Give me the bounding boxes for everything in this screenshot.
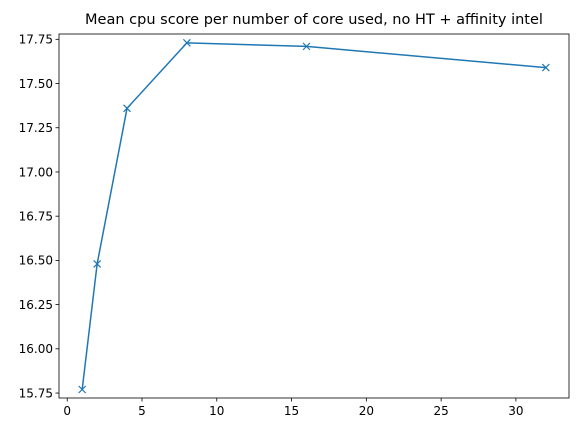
x-tick-label: 30: [508, 404, 523, 418]
data-point-marker: [93, 260, 102, 268]
data-point-marker: [182, 38, 191, 47]
chart-title: Mean cpu score per number of core used, …: [85, 12, 543, 28]
x-tick-label: 25: [433, 404, 448, 418]
data-point-marker: [302, 42, 311, 51]
y-tick-label: 17.00: [19, 165, 53, 179]
plot-area-frame: [58, 33, 570, 399]
series-line: [81, 42, 546, 390]
y-tick-label: 17.25: [19, 121, 53, 135]
x-axis: 0 5 10 15 20 25 30: [63, 398, 524, 418]
x-tick-label: 0: [63, 404, 71, 418]
y-tick-label: 16.50: [19, 254, 53, 268]
data-point-marker: [541, 63, 550, 72]
y-tick-label: 16.75: [19, 209, 53, 223]
y-axis: 15.75 16.00 16.25 16.50 16.75 17.00 17.25 17.50…: [19, 33, 59, 400]
y-tick-label: 17.75: [19, 33, 53, 47]
data-point-marker: [123, 104, 131, 113]
series-layer: [78, 38, 550, 394]
y-tick-label: 16.25: [19, 298, 53, 312]
y-tick-label: 17.50: [19, 77, 53, 91]
x-tick-label: 15: [284, 404, 299, 418]
y-tick-label: 15.75: [19, 386, 53, 400]
x-tick-label: 5: [138, 404, 146, 418]
data-point-marker: [78, 385, 87, 394]
x-tick-label: 20: [359, 404, 374, 418]
y-tick-label: 16.00: [19, 342, 53, 356]
x-tick-label: 10: [209, 404, 224, 418]
